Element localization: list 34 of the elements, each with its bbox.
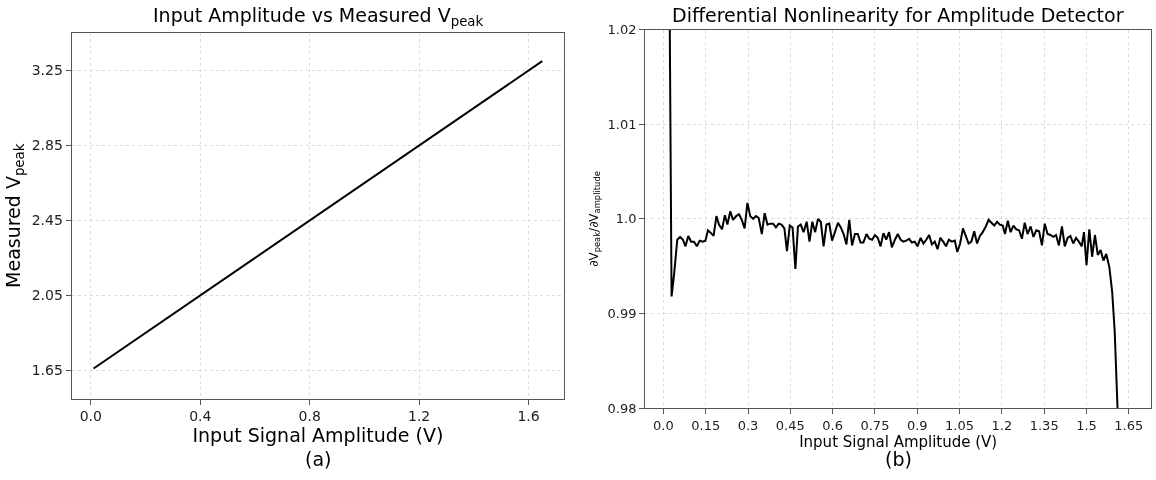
text: (a) — [305, 448, 332, 470]
x-tick-label: 0.0 — [653, 417, 674, 433]
y-tick-label: 2.45 — [31, 212, 63, 229]
x-tick-label: 1.05 — [945, 417, 975, 433]
chart-title: Differential Nonlinearity for Amplitude Detector — [672, 4, 1124, 26]
x-tick-label: 1.5 — [1076, 417, 1097, 433]
x-tick-label: 0.45 — [775, 417, 805, 433]
x-tick-label: 0.75 — [860, 417, 890, 433]
y-tick-label: 2.85 — [31, 137, 63, 154]
x-tick-label: 1.2 — [991, 417, 1013, 433]
x-axis-title: Input Signal Amplitude (V) — [799, 432, 998, 451]
x-tick-label: 1.65 — [1114, 417, 1144, 433]
x-tick-label: 1.35 — [1029, 417, 1059, 433]
y-tick-label: 1.0 — [615, 211, 637, 227]
chart-title: Input Amplitude vs Measured V$_{peak}$ — [153, 4, 484, 29]
x-tick-label: 0.6 — [822, 417, 843, 433]
x-tick-label: 0.8 — [298, 408, 321, 425]
y-tick-label: 1.02 — [607, 22, 637, 38]
x-tick-label: 1.6 — [517, 408, 540, 425]
y-tick-label: 1.65 — [31, 362, 63, 379]
y-tick-label: 2.05 — [31, 287, 63, 304]
x-tick-label: 0.4 — [189, 408, 212, 425]
y-tick-label: 0.98 — [607, 400, 637, 416]
x-tick-label: 1.2 — [408, 408, 431, 425]
x-tick-label: 0.15 — [691, 417, 721, 433]
line-series — [668, 29, 1119, 409]
y-tick-label: 3.25 — [31, 62, 63, 79]
x-tick-label: 0.3 — [737, 417, 759, 433]
y-tick-label: 1.01 — [607, 116, 637, 132]
y-tick-label: 0.99 — [607, 306, 637, 322]
text: (b) — [885, 448, 912, 470]
x-axis-title: Input Signal Amplitude (V) — [192, 424, 444, 447]
x-tick-label: 0.0 — [79, 408, 102, 425]
x-tick-label: 0.9 — [906, 417, 928, 433]
